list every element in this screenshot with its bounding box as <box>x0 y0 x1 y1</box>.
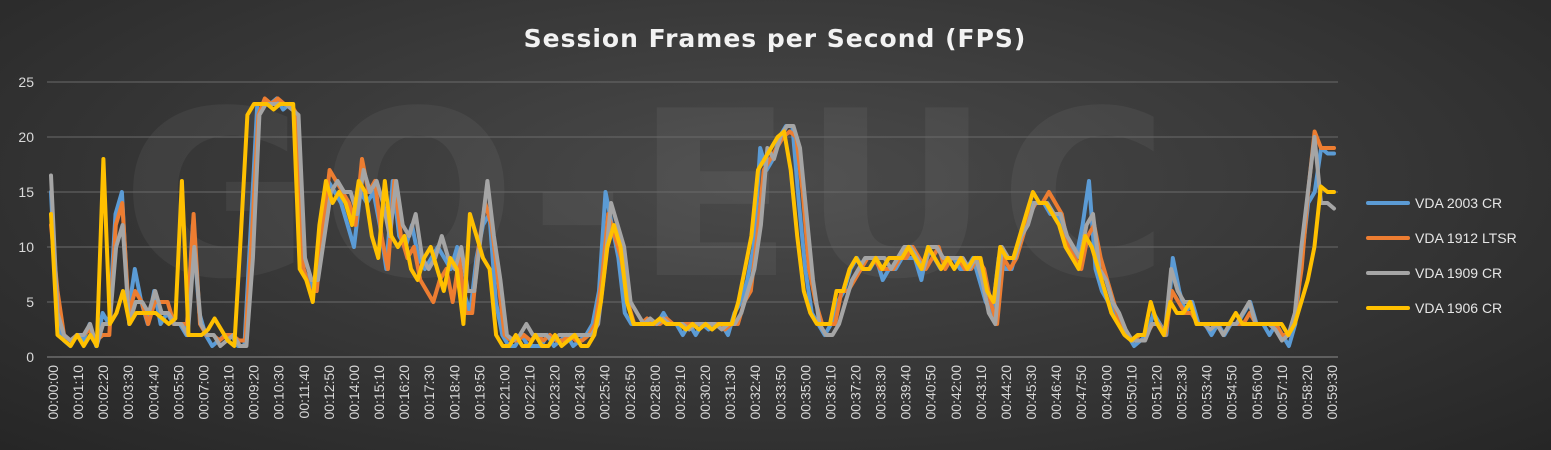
x-tick-label: 00:56:00 <box>1249 365 1265 420</box>
x-tick-label: 00:52:30 <box>1174 365 1190 420</box>
x-tick-label: 00:51:20 <box>1148 365 1164 420</box>
x-tick-label: 00:24:30 <box>572 365 588 420</box>
x-tick-label: 00:36:10 <box>822 365 838 420</box>
x-tick-label: 00:15:10 <box>371 365 387 420</box>
x-tick-label: 00:19:50 <box>471 365 487 420</box>
legend-item: VDA 2003 CR <box>1366 195 1502 211</box>
legend-label: VDA 2003 CR <box>1415 195 1502 211</box>
x-tick-label: 00:40:50 <box>923 365 939 420</box>
x-tick-label: 00:23:20 <box>547 365 563 420</box>
legend-item: VDA 1909 CR <box>1366 265 1502 281</box>
x-tick-label: 00:04:40 <box>145 365 161 420</box>
x-tick-label: 00:08:10 <box>221 365 237 420</box>
y-tick-label: 20 <box>18 129 34 145</box>
x-tick-label: 00:47:50 <box>1073 365 1089 420</box>
x-tick-label: 00:31:30 <box>722 365 738 420</box>
x-tick-label: 00:44:20 <box>998 365 1014 420</box>
y-tick-label: 15 <box>18 184 34 200</box>
x-axis-tick-labels: 00:00:00 00:01:10 00:02:20 00:03:30 00:04:40… <box>45 365 1340 420</box>
x-tick-label: 00:03:30 <box>120 365 136 420</box>
x-tick-label: 00:12:50 <box>321 365 337 420</box>
legend-item: VDA 1906 CR <box>1366 300 1502 316</box>
x-tick-label: 00:18:40 <box>446 365 462 420</box>
series-lines <box>49 96 1336 348</box>
x-tick-label: 00:26:50 <box>622 365 638 420</box>
x-tick-label: 00:17:30 <box>421 365 437 420</box>
x-tick-label: 00:35:00 <box>797 365 813 420</box>
legend-label: VDA 1912 LTSR <box>1415 230 1517 246</box>
x-tick-label: 00:25:40 <box>597 365 613 420</box>
x-tick-label: 00:07:00 <box>195 365 211 420</box>
x-tick-label: 00:14:00 <box>346 365 362 420</box>
x-tick-label: 00:02:20 <box>95 365 111 420</box>
legend-label: VDA 1909 CR <box>1415 265 1502 281</box>
y-tick-label: 5 <box>26 294 34 310</box>
x-tick-label: 00:49:00 <box>1098 365 1114 420</box>
x-tick-label: 00:50:10 <box>1123 365 1139 420</box>
x-tick-label: 00:38:30 <box>873 365 889 420</box>
x-tick-label: 00:28:00 <box>647 365 663 420</box>
legend-label: VDA 1906 CR <box>1415 300 1502 316</box>
x-tick-label: 00:43:10 <box>973 365 989 420</box>
y-gridlines <box>47 81 1338 358</box>
x-tick-label: 00:10:30 <box>271 365 287 420</box>
x-tick-label: 00:59:30 <box>1324 365 1340 420</box>
x-tick-label: 00:00:00 <box>45 365 61 420</box>
legend-item: VDA 1912 LTSR <box>1366 230 1517 246</box>
x-tick-label: 00:01:10 <box>70 365 86 420</box>
x-tick-label: 00:22:10 <box>521 365 537 420</box>
x-tick-label: 00:21:00 <box>496 365 512 420</box>
x-tick-label: 00:46:40 <box>1048 365 1064 420</box>
chart-title: Session Frames per Second (FPS) <box>524 24 1027 53</box>
x-tick-label: 00:39:40 <box>898 365 914 420</box>
x-tick-label: 00:29:10 <box>672 365 688 420</box>
x-tick-label: 00:42:00 <box>948 365 964 420</box>
x-tick-label: 00:33:50 <box>772 365 788 420</box>
x-tick-label: 00:30:20 <box>697 365 713 420</box>
x-tick-label: 00:53:40 <box>1199 365 1215 420</box>
x-tick-label: 00:58:20 <box>1299 365 1315 420</box>
y-tick-label: 25 <box>18 74 34 90</box>
x-tick-label: 00:09:20 <box>246 365 262 420</box>
x-tick-label: 00:54:50 <box>1224 365 1240 420</box>
series-line-vda-1906-cr <box>49 102 1336 348</box>
y-tick-label: 10 <box>18 239 34 255</box>
x-tick-label: 00:57:10 <box>1274 365 1290 420</box>
y-tick-label: 0 <box>26 349 34 365</box>
legend: VDA 2003 CR VDA 1912 LTSR VDA 1909 CR VDA 1… <box>1366 195 1517 316</box>
x-tick-label: 00:16:20 <box>396 365 412 420</box>
x-tick-label: 00:11:40 <box>296 365 312 419</box>
x-tick-label: 00:37:20 <box>848 365 864 420</box>
y-axis-tick-labels: 0 5 10 15 20 25 <box>18 74 34 365</box>
x-tick-label: 00:45:30 <box>1023 365 1039 420</box>
x-tick-label: 00:32:40 <box>747 365 763 420</box>
x-tick-label: 00:05:50 <box>170 365 186 420</box>
